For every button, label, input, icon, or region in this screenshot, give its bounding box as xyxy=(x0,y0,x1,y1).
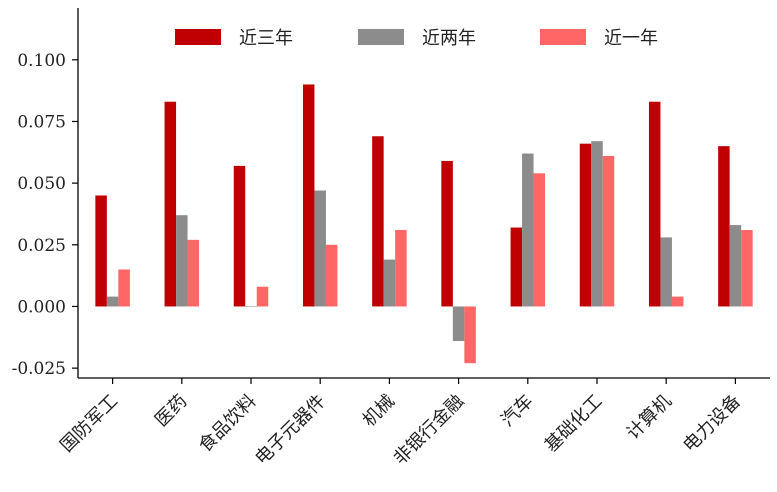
category-label: 基础化工 xyxy=(541,391,607,457)
y-tick-label: -0.025 xyxy=(12,359,66,379)
bar-two-year xyxy=(660,237,672,307)
legend-swatch xyxy=(540,29,586,45)
legend-label: 近两年 xyxy=(422,28,476,49)
category-label: 电力设备 xyxy=(679,391,745,457)
bar-two-year xyxy=(591,141,603,307)
category-label: 计算机 xyxy=(623,391,676,444)
bar-two-year xyxy=(176,215,188,307)
category-label: 非银行金融 xyxy=(390,391,468,469)
bar-one-year xyxy=(395,230,407,307)
y-tick-label: 0.100 xyxy=(17,51,66,71)
bar-three-year xyxy=(164,101,177,307)
category-label: 医药 xyxy=(151,391,191,431)
category-label: 机械 xyxy=(359,391,399,431)
bars-group xyxy=(95,84,753,364)
bar-two-year xyxy=(245,306,257,307)
bar-two-year xyxy=(729,225,742,307)
bar-two-year xyxy=(522,153,534,307)
bar-one-year xyxy=(118,269,130,307)
category-label: 汽车 xyxy=(497,391,537,431)
bar-two-year xyxy=(452,306,465,341)
y-tick-label: 0.000 xyxy=(17,297,66,317)
category-label: 国防军工 xyxy=(56,391,122,457)
bar-two-year xyxy=(106,296,119,307)
legend-swatch xyxy=(358,29,404,45)
bar-three-year xyxy=(579,143,592,307)
category-label: 电子元器件 xyxy=(251,391,329,469)
bar-three-year xyxy=(233,165,246,307)
bar-one-year xyxy=(602,156,615,307)
bar-three-year xyxy=(718,146,730,307)
y-tick-label: 0.025 xyxy=(17,236,66,256)
bar-three-year xyxy=(302,84,315,307)
legend: 近三年 近两年 近一年 xyxy=(175,28,658,49)
bar-one-year xyxy=(671,296,684,307)
bar-three-year xyxy=(648,101,661,307)
bar-one-year xyxy=(533,173,546,307)
bar-two-year xyxy=(383,259,396,307)
legend-label: 近三年 xyxy=(239,28,293,49)
y-tick-label: 0.050 xyxy=(17,174,66,194)
bar-three-year xyxy=(510,227,523,307)
legend-swatch xyxy=(175,29,221,45)
y-ticks: -0.025 0.000 0.025 0.050 0.075 0.100 xyxy=(12,51,78,379)
bar-one-year xyxy=(325,244,338,307)
bar-two-year xyxy=(314,190,326,307)
bar-three-year xyxy=(372,136,384,307)
bar-one-year xyxy=(256,286,269,307)
category-label: 食品饮料 xyxy=(195,391,261,457)
bar-one-year xyxy=(741,230,753,307)
bar-three-year xyxy=(441,160,453,307)
bar-one-year xyxy=(187,239,200,307)
legend-label: 近一年 xyxy=(604,28,658,49)
bar-three-year xyxy=(95,195,107,307)
bar-one-year xyxy=(464,306,476,364)
y-tick-label: 0.075 xyxy=(17,112,66,132)
